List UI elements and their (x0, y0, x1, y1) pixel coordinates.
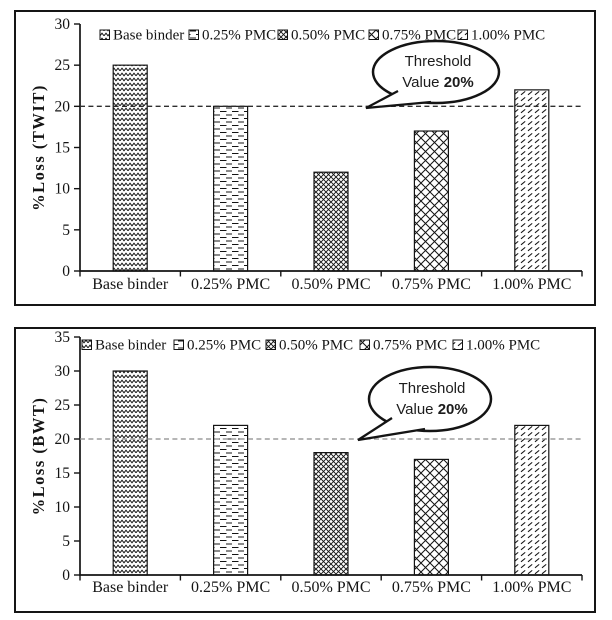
x-category-label: 0.25% PMC (191, 579, 270, 596)
legend-swatch-zigzag (99, 29, 110, 40)
legend-swatch-diagonal-weave (265, 339, 276, 350)
x-category-label: 0.25% PMC (191, 276, 270, 293)
x-category-label: Base binder (92, 276, 169, 293)
legend-label: Base binder (95, 338, 166, 354)
y-axis-tick-label: 20 (55, 98, 71, 115)
legend-item: Base binder (81, 338, 166, 354)
bar-0-50-pmc (313, 451, 349, 576)
bar-0-75-pmc (413, 130, 449, 272)
legend-label: 0.75% PMC (382, 28, 456, 44)
legend-swatch-slash-rows (457, 29, 468, 40)
x-category-label: 0.50% PMC (291, 579, 370, 596)
y-axis-tick-label: 30 (55, 16, 71, 33)
y-axis-title: %Loss (BWT) (29, 397, 48, 516)
legend-label: 1.00% PMC (471, 28, 545, 44)
legend-swatch-diagonal-weave (277, 29, 288, 40)
bar-1-00-pmc (514, 89, 550, 272)
chart-panel-twit: 0 5 10 15 20 25 30 Base binder 0.25% PMC 0.50% PM… (14, 10, 596, 306)
y-axis-tick-label: 5 (62, 222, 70, 239)
legend-label: 0.25% PMC (187, 338, 261, 354)
y-axis-tick-label: 0 (62, 567, 70, 584)
y-axis-tick-label: 20 (55, 431, 71, 448)
legend-item: 0.75% PMC (368, 28, 456, 44)
legend-swatch-zigzag (81, 339, 92, 350)
y-axis-tick-label: 10 (55, 499, 71, 516)
callout-text-line2: Value 20% (396, 401, 467, 418)
legend-label: 0.50% PMC (291, 28, 365, 44)
legend-label: 0.50% PMC (279, 338, 353, 354)
bar-0-25-pmc (213, 105, 249, 272)
callout-text-line1: Threshold (405, 53, 472, 70)
bar-0-75-pmc (413, 458, 449, 576)
y-axis-tick-label: 0 (62, 263, 70, 280)
legend-item: 0.50% PMC (265, 338, 353, 354)
bar-base-binder (112, 370, 148, 576)
threshold-callout: Threshold Value 20% (357, 365, 493, 442)
bar-chart-bwt: 0 5 10 15 20 25 30 35 Base binder 0.25% PMC 0.50% … (29, 329, 583, 596)
bar-0-50-pmc (313, 171, 349, 272)
y-axis-tick-label: 25 (55, 397, 71, 414)
legend-label: Base binder (113, 28, 184, 44)
legend-item: Base binder (99, 28, 184, 44)
chart-panel-bwt: 0 5 10 15 20 25 30 35 Base binder 0.25% PMC 0.50% … (14, 327, 596, 613)
legend-swatch-horizontal-dash (173, 339, 184, 350)
y-axis-tick-label: 15 (55, 140, 71, 157)
y-axis-tick-label: 25 (55, 57, 71, 74)
x-category-label: 0.50% PMC (291, 276, 370, 293)
legend-item: 0.25% PMC (173, 338, 261, 354)
x-category-label: Base binder (92, 579, 169, 596)
x-category-label: 0.75% PMC (392, 276, 471, 293)
x-category-label: 1.00% PMC (492, 579, 571, 596)
y-axis-tick-label: 10 (55, 181, 71, 198)
legend-label: 0.75% PMC (373, 338, 447, 354)
y-axis-tick-label: 5 (62, 533, 70, 550)
bar-base-binder (112, 64, 148, 272)
legend-item: 0.50% PMC (277, 28, 365, 44)
x-category-label: 0.75% PMC (392, 579, 471, 596)
threshold-callout: Threshold Value 20% (365, 39, 501, 110)
legend-label: 0.25% PMC (202, 28, 276, 44)
y-axis-title: %Loss (TWIT) (29, 84, 48, 211)
bar-0-25-pmc (213, 424, 249, 576)
y-axis-tick-label: 35 (55, 329, 71, 346)
legend-item: 0.25% PMC (188, 28, 276, 44)
y-axis-tick-label: 15 (55, 465, 71, 482)
callout-text-line1: Threshold (399, 380, 466, 397)
legend-swatch-diamond-lattice (359, 339, 370, 350)
legend-item: 0.75% PMC (359, 338, 447, 354)
legend-item: 1.00% PMC (452, 338, 540, 354)
legend-label: 1.00% PMC (466, 338, 540, 354)
x-category-label: 1.00% PMC (492, 276, 571, 293)
legend-swatch-diamond-lattice (368, 29, 379, 40)
y-axis-tick-label: 30 (55, 363, 71, 380)
legend-item: 1.00% PMC (457, 28, 545, 44)
bar-1-00-pmc (514, 424, 550, 576)
bar-chart-twit: 0 5 10 15 20 25 30 Base binder 0.25% PMC 0.50% PM… (29, 16, 583, 293)
callout-text-line2: Value 20% (402, 74, 473, 91)
legend-swatch-slash-rows (452, 339, 463, 350)
legend-swatch-horizontal-dash (188, 29, 199, 40)
